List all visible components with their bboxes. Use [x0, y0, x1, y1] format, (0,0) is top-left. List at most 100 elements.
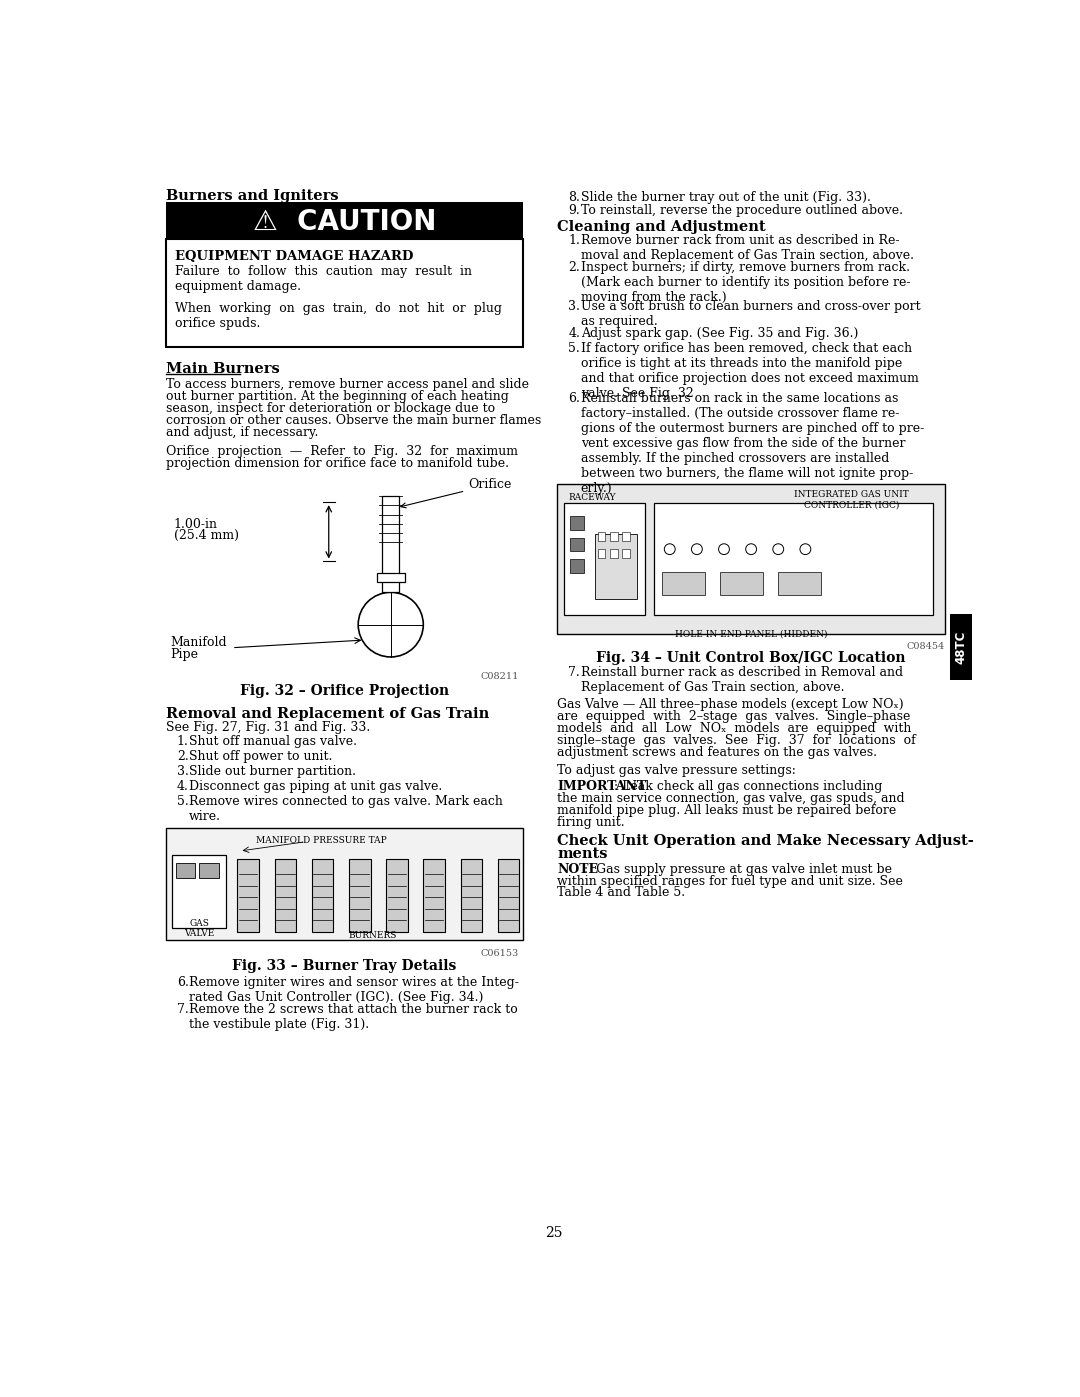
Bar	[172, 855, 227, 928]
Bar	[597, 532, 606, 542]
Bar	[377, 573, 405, 583]
Text: C08454: C08454	[906, 641, 945, 651]
Text: Burners and Igniters: Burners and Igniters	[166, 189, 339, 203]
Text: To adjust gas valve pressure settings:: To adjust gas valve pressure settings:	[557, 764, 796, 777]
Text: Reinstall burner rack as described in Removal and
Replacement of Gas Train secti: Reinstall burner rack as described in Re…	[581, 666, 903, 694]
Bar	[622, 549, 631, 559]
Text: Slide the burner tray out of the unit (Fig. 33).: Slide the burner tray out of the unit (F…	[581, 191, 870, 204]
Text: Main Burners: Main Burners	[166, 362, 280, 376]
Text: 4.: 4.	[177, 780, 189, 792]
Circle shape	[664, 543, 675, 555]
Bar	[597, 549, 606, 559]
Circle shape	[800, 543, 811, 555]
Text: (25.4 mm): (25.4 mm)	[174, 529, 239, 542]
Text: 6.: 6.	[177, 975, 189, 989]
Text: Remove igniter wires and sensor wires at the Integ-
rated Gas Unit Controller (I: Remove igniter wires and sensor wires at…	[189, 975, 519, 1004]
Text: 6.: 6.	[568, 393, 580, 405]
Text: When  working  on  gas  train,  do  not  hit  or  plug
orifice spuds.: When working on gas train, do not hit or…	[175, 302, 502, 330]
Bar	[779, 573, 821, 595]
Bar	[654, 503, 933, 615]
Text: Shut off power to unit.: Shut off power to unit.	[189, 750, 333, 763]
Text: 3.: 3.	[568, 300, 580, 313]
Text: out burner partition. At the beginning of each heating: out burner partition. At the beginning o…	[166, 390, 509, 402]
Bar	[720, 573, 762, 595]
Bar	[238, 859, 259, 932]
Text: season, inspect for deterioration or blockage due to: season, inspect for deterioration or blo…	[166, 402, 495, 415]
Text: 5.: 5.	[177, 795, 189, 807]
Text: 48TC: 48TC	[955, 630, 968, 664]
Bar	[622, 532, 631, 542]
Text: C06153: C06153	[481, 949, 518, 958]
Bar	[274, 859, 296, 932]
Text: Fig. 33 – Burner Tray Details: Fig. 33 – Burner Tray Details	[232, 958, 457, 972]
Text: Table 4 and Table 5.: Table 4 and Table 5.	[557, 887, 686, 900]
Text: Fig. 32 – Orifice Projection: Fig. 32 – Orifice Projection	[240, 685, 449, 698]
Text: adjustment screws and features on the gas valves.: adjustment screws and features on the ga…	[557, 746, 877, 759]
Text: NOTE: NOTE	[557, 862, 598, 876]
Bar	[166, 239, 523, 346]
Text: Failure  to  follow  this  caution  may  result  in
equipment damage.: Failure to follow this caution may resul…	[175, 265, 472, 293]
Text: 7.: 7.	[568, 666, 580, 679]
Text: Remove wires connected to gas valve. Mark each
wire.: Remove wires connected to gas valve. Mar…	[189, 795, 503, 823]
Text: ⚠  CAUTION: ⚠ CAUTION	[253, 208, 436, 236]
Text: 3.: 3.	[177, 764, 189, 778]
Text: GAS
VALVE: GAS VALVE	[184, 919, 215, 937]
Bar	[610, 549, 618, 559]
Text: 25: 25	[544, 1227, 563, 1241]
Bar	[610, 532, 618, 542]
Text: Cleaning and Adjustment: Cleaning and Adjustment	[557, 219, 766, 235]
Text: 1.: 1.	[568, 233, 580, 247]
Text: HOLE IN END PANEL (HIDDEN): HOLE IN END PANEL (HIDDEN)	[675, 630, 827, 638]
Text: firing unit.: firing unit.	[557, 816, 625, 828]
Text: EQUIPMENT DAMAGE HAZARD: EQUIPMENT DAMAGE HAZARD	[175, 250, 414, 263]
Bar	[498, 859, 519, 932]
Bar	[166, 828, 523, 940]
Text: : Leak check all gas connections including: : Leak check all gas connections includi…	[613, 780, 882, 793]
Text: Orifice: Orifice	[401, 478, 512, 509]
Text: 9.: 9.	[568, 204, 580, 217]
Text: corrosion or other causes. Observe the main burner flames: corrosion or other causes. Observe the m…	[166, 414, 541, 426]
Circle shape	[718, 543, 729, 555]
Bar	[570, 559, 583, 573]
Text: To reinstall, reverse the procedure outlined above.: To reinstall, reverse the procedure outl…	[581, 204, 903, 217]
Bar	[349, 859, 370, 932]
Text: To access burners, remove burner access panel and slide: To access burners, remove burner access …	[166, 377, 529, 391]
Text: Remove the 2 screws that attach the burner rack to
the vestibule plate (Fig. 31): Remove the 2 screws that attach the burn…	[189, 1003, 518, 1031]
Text: 1.00-in: 1.00-in	[174, 518, 218, 531]
Text: 1.: 1.	[177, 735, 189, 747]
Text: projection dimension for orifice face to manifold tube.: projection dimension for orifice face to…	[166, 457, 509, 471]
Text: IMPORTANT: IMPORTANT	[557, 780, 647, 793]
Text: ments: ments	[557, 847, 608, 861]
Bar	[166, 203, 523, 239]
Text: BURNERS: BURNERS	[348, 932, 396, 940]
Text: are  equipped  with  2–stage  gas  valves.  Single–phase: are equipped with 2–stage gas valves. Si…	[557, 710, 910, 722]
Bar	[200, 862, 218, 877]
Bar	[662, 573, 704, 595]
Text: Gas Valve — All three–phase models (except Low NOₓ): Gas Valve — All three–phase models (exce…	[557, 697, 904, 711]
Text: Disconnect gas piping at unit gas valve.: Disconnect gas piping at unit gas valve.	[189, 780, 443, 792]
Text: 8.: 8.	[568, 191, 580, 204]
Bar	[950, 615, 972, 680]
Text: Shut off manual gas valve.: Shut off manual gas valve.	[189, 735, 357, 747]
Text: Adjust spark gap. (See Fig. 35 and Fig. 36.): Adjust spark gap. (See Fig. 35 and Fig. …	[581, 327, 858, 339]
Text: 5.: 5.	[568, 342, 580, 355]
Text: 7.: 7.	[177, 1003, 189, 1016]
Text: Inspect burners; if dirty, remove burners from rack.
(Mark each burner to identi: Inspect burners; if dirty, remove burner…	[581, 261, 910, 303]
Text: 4.: 4.	[568, 327, 580, 339]
Text: C08211: C08211	[481, 672, 518, 682]
Bar	[570, 515, 583, 529]
Text: within specified ranges for fuel type and unit size. See: within specified ranges for fuel type an…	[557, 875, 903, 887]
Text: 2.: 2.	[568, 261, 580, 274]
Circle shape	[773, 543, 784, 555]
Text: Fig. 34 – Unit Control Box/IGC Location: Fig. 34 – Unit Control Box/IGC Location	[596, 651, 906, 665]
Text: See Fig. 27, Fig. 31 and Fig. 33.: See Fig. 27, Fig. 31 and Fig. 33.	[166, 721, 370, 733]
Bar	[557, 483, 945, 634]
Text: 2.: 2.	[177, 750, 189, 763]
Text: RACEWAY: RACEWAY	[568, 493, 616, 502]
Text: Remove burner rack from unit as described in Re-
moval and Replacement of Gas Tr: Remove burner rack from unit as describe…	[581, 233, 914, 261]
Bar	[570, 538, 583, 552]
Text: Slide out burner partition.: Slide out burner partition.	[189, 764, 356, 778]
Text: Check Unit Operation and Make Necessary Adjust-: Check Unit Operation and Make Necessary …	[557, 834, 974, 848]
Text: Reinstall burners on rack in the same locations as
factory–installed. (The outsi: Reinstall burners on rack in the same lo…	[581, 393, 923, 496]
Text: :  Gas supply pressure at gas valve inlet must be: : Gas supply pressure at gas valve inlet…	[583, 862, 892, 876]
